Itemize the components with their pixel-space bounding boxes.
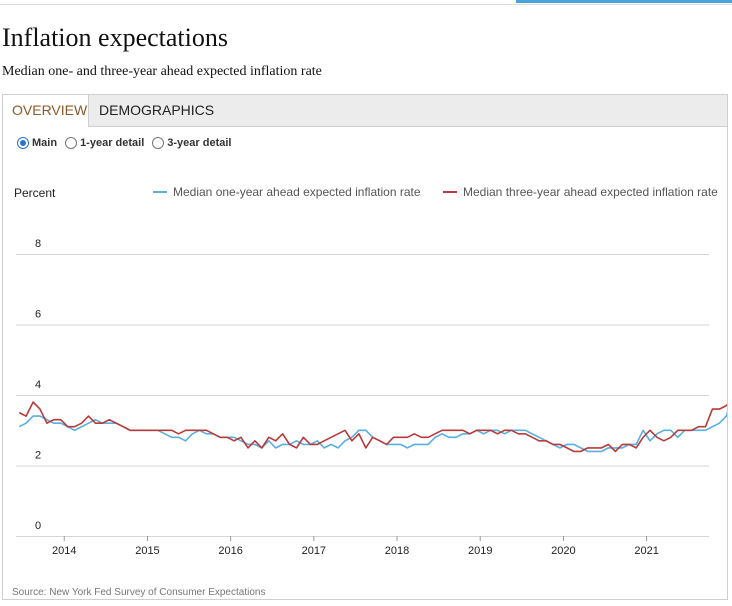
- legend-one-year-label: Median one-year ahead expected inflation…: [173, 185, 421, 199]
- chart-panel: OVERVIEW DEMOGRAPHICS Main 1-year detail…: [2, 94, 728, 600]
- radio-unselected-icon[interactable]: [65, 137, 78, 149]
- y-tick-label: 2: [35, 450, 41, 462]
- line-chart: 0 2 4 6 8 2014 2015 2016 2017 2018 2019 2020 2021: [16, 238, 727, 557]
- radio-selected-icon[interactable]: [17, 137, 29, 149]
- x-tick-label: 2021: [634, 545, 658, 557]
- radio-3-year-detail[interactable]: 3-year detail: [152, 137, 231, 149]
- source-note: Source: New York Fed Survey of Consumer …: [12, 587, 266, 598]
- x-tick-label: 2016: [218, 545, 242, 557]
- series-line-three-year: [18, 401, 727, 453]
- x-tick-label: 2019: [468, 545, 492, 557]
- tab-overview[interactable]: OVERVIEW: [3, 95, 89, 127]
- radio-1-year-label: 1-year detail: [80, 137, 145, 149]
- legend-three-year[interactable]: Median three-year ahead expected inflati…: [443, 185, 718, 199]
- legend-three-year-label: Median three-year ahead expected inflati…: [463, 185, 718, 199]
- y-tick-label: 4: [35, 379, 41, 391]
- y-tick-label: 8: [35, 238, 41, 250]
- series-line-one-year: [18, 411, 727, 453]
- legend-swatch-three-year: [443, 191, 457, 193]
- y-tick-label: 6: [35, 309, 41, 321]
- radio-main-label: Main: [32, 137, 58, 149]
- tab-demographics[interactable]: DEMOGRAPHICS: [99, 102, 215, 118]
- legend-swatch-one-year: [153, 191, 167, 193]
- x-tick-label: 2014: [52, 545, 76, 557]
- page-subtitle: Median one- and three-year ahead expecte…: [2, 64, 322, 79]
- radio-1-year-detail[interactable]: 1-year detail: [65, 137, 144, 149]
- x-tick-label: 2020: [551, 545, 575, 557]
- x-tick-label: 2017: [302, 545, 326, 557]
- top-accent-bar: [516, 0, 732, 3]
- tab-bar: OVERVIEW DEMOGRAPHICS: [3, 95, 727, 127]
- x-tick-label: 2015: [135, 545, 159, 557]
- legend-one-year[interactable]: Median one-year ahead expected inflation…: [153, 185, 421, 199]
- view-selector: Main 1-year detail 3-year detail: [17, 137, 231, 149]
- radio-3-year-label: 3-year detail: [167, 137, 232, 149]
- y-tick-label: 0: [35, 520, 41, 532]
- x-tick-label: 2018: [385, 545, 409, 557]
- y-axis-label: Percent: [14, 186, 56, 200]
- top-rule: [0, 4, 732, 5]
- radio-unselected-icon[interactable]: [152, 137, 165, 149]
- radio-main[interactable]: Main: [17, 137, 57, 149]
- page-title: Inflation expectations: [2, 23, 228, 52]
